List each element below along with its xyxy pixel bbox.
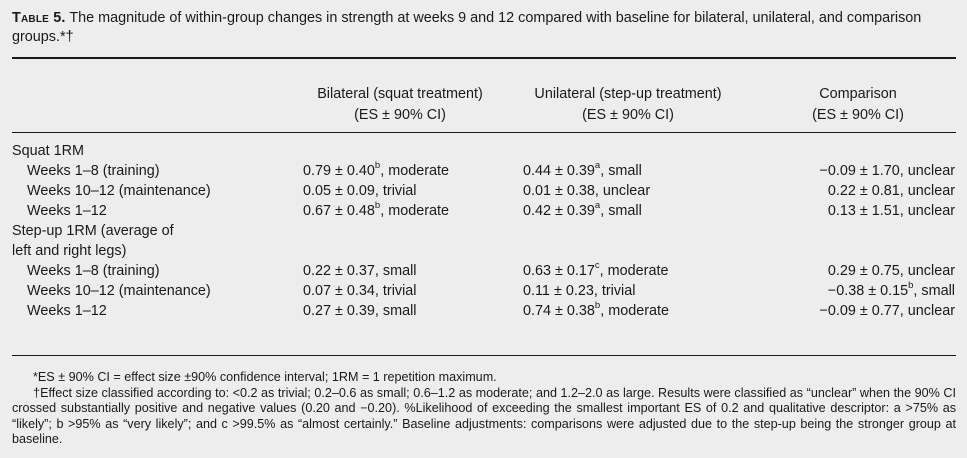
row-label: Weeks 1–8 (training) <box>27 163 160 179</box>
cell-descriptor: , moderate <box>599 263 669 279</box>
cell-value: 0.01 ± 0.38, unclear <box>523 183 651 199</box>
table-row: Weeks 10–12 (maintenance) 0.05 ± 0.09, tr… <box>0 181 967 201</box>
row-label: Weeks 10–12 (maintenance) <box>27 183 211 199</box>
table-row: Weeks 1–8 (training) 0.79 ± 0.40b, modera… <box>0 161 967 181</box>
cell-value: 0.67 ± 0.48 <box>303 203 375 219</box>
cell-value: −0.38 ± 0.15 <box>827 283 909 299</box>
cell-descriptor: , moderate <box>380 203 450 219</box>
cell-descriptor: , small <box>913 283 955 299</box>
cell-c2: 0.01 ± 0.38, unclear <box>523 181 650 201</box>
row-label: Weeks 1–8 (training) <box>27 263 160 279</box>
column-header-line: (ES ± 90% CI) <box>582 107 674 123</box>
cell-c3: −0.09 ± 0.77, unclear <box>819 301 955 321</box>
footnote-effect-size: †Effect size classified according to: <0… <box>12 385 956 447</box>
section-row: Step-up 1RM (average of <box>0 221 967 241</box>
column-header-bilateral: Bilateral (squat treatment) (ES ± 90% CI… <box>292 84 508 126</box>
cell-value: 0.22 ± 0.37, small <box>303 263 417 279</box>
cell-value: 0.42 ± 0.39 <box>523 203 595 219</box>
column-header-line: Comparison <box>819 86 897 102</box>
section-row: left and right legs) <box>0 241 967 261</box>
section-label: left and right legs) <box>12 243 127 259</box>
cell-value: 0.22 ± 0.81, unclear <box>827 183 955 199</box>
cell-value: 0.44 ± 0.39 <box>523 163 595 179</box>
table-row: Weeks 1–12 0.67 ± 0.48b, moderate 0.42 ± 0… <box>0 201 967 221</box>
column-header-line: Bilateral (squat treatment) <box>317 86 483 102</box>
section-label: Step-up 1RM (average of <box>12 223 174 239</box>
cell-value: 0.13 ± 1.51, unclear <box>827 203 955 219</box>
cell-descriptor: , small <box>600 163 642 179</box>
cell-c1: 0.22 ± 0.37, small <box>303 261 417 281</box>
bottom-rule <box>12 355 956 356</box>
cell-c1: 0.79 ± 0.40b, moderate <box>303 161 449 181</box>
table-row: Weeks 10–12 (maintenance) 0.07 ± 0.34, tr… <box>0 281 967 301</box>
cell-c3: 0.29 ± 0.75, unclear <box>828 261 955 281</box>
footnote-abbreviations: *ES ± 90% CI = effect size ±90% confiden… <box>33 370 497 384</box>
significance-superscript: b <box>594 300 601 312</box>
table-number: Table 5. <box>12 10 66 26</box>
header-rule <box>12 132 956 133</box>
table-footnotes: *ES ± 90% CI = effect size ±90% confiden… <box>12 370 956 448</box>
cell-value: 0.27 ± 0.39, small <box>303 303 417 319</box>
cell-value: −0.09 ± 0.77, unclear <box>819 303 955 319</box>
column-header-line: (ES ± 90% CI) <box>812 107 904 123</box>
cell-c2: 0.63 ± 0.17c, moderate <box>523 261 668 281</box>
column-header-line: Unilateral (step-up treatment) <box>534 86 722 102</box>
cell-c2: 0.44 ± 0.39a, small <box>523 161 642 181</box>
cell-c2: 0.11 ± 0.23, trivial <box>523 281 635 301</box>
cell-value: 0.05 ± 0.09, trivial <box>303 183 417 199</box>
cell-c3: −0.09 ± 1.70, unclear <box>819 161 955 181</box>
cell-descriptor: , moderate <box>600 303 670 319</box>
table-row: Weeks 1–12 0.27 ± 0.39, small 0.74 ± 0.38b… <box>0 301 967 321</box>
row-label: Weeks 1–12 <box>27 203 107 219</box>
cell-c3: −0.38 ± 0.15b, small <box>828 281 955 301</box>
top-rule <box>12 57 956 59</box>
cell-c1: 0.67 ± 0.48b, moderate <box>303 201 449 221</box>
cell-value: 0.11 ± 0.23, trivial <box>523 283 636 299</box>
significance-superscript: b <box>374 160 381 172</box>
significance-superscript: b <box>908 280 914 292</box>
cell-descriptor: , small <box>600 203 642 219</box>
column-header-line: (ES ± 90% CI) <box>354 107 446 123</box>
row-label: Weeks 10–12 (maintenance) <box>27 283 211 299</box>
column-header-unilateral: Unilateral (step-up treatment) (ES ± 90%… <box>512 84 744 126</box>
significance-superscript: a <box>594 200 601 212</box>
significance-superscript: a <box>594 160 601 172</box>
section-row: Squat 1RM <box>0 141 967 161</box>
row-label: Weeks 1–12 <box>27 303 107 319</box>
cell-c1: 0.27 ± 0.39, small <box>303 301 417 321</box>
cell-c2: 0.42 ± 0.39a, small <box>523 201 642 221</box>
cell-c2: 0.74 ± 0.38b, moderate <box>523 301 669 321</box>
significance-superscript: c <box>594 260 600 272</box>
table-row: Weeks 1–8 (training) 0.22 ± 0.37, small 0.… <box>0 261 967 281</box>
cell-value: 0.79 ± 0.40 <box>303 163 375 179</box>
cell-c1: 0.05 ± 0.09, trivial <box>303 181 417 201</box>
column-header-comparison: Comparison (ES ± 90% CI) <box>760 84 956 126</box>
section-label: Squat 1RM <box>12 143 84 159</box>
cell-value: 0.29 ± 0.75, unclear <box>827 263 955 279</box>
caption-text: The magnitude of within-group changes in… <box>12 10 922 45</box>
cell-value: −0.09 ± 1.70, unclear <box>819 163 955 179</box>
cell-value: 0.63 ± 0.17 <box>523 263 595 279</box>
cell-c3: 0.13 ± 1.51, unclear <box>828 201 955 221</box>
cell-c3: 0.22 ± 0.81, unclear <box>828 181 955 201</box>
significance-superscript: b <box>374 200 381 212</box>
cell-value: 0.74 ± 0.38 <box>523 303 595 319</box>
cell-value: 0.07 ± 0.34, trivial <box>303 283 417 299</box>
table-caption: Table 5. The magnitude of within-group c… <box>12 9 952 47</box>
cell-c1: 0.07 ± 0.34, trivial <box>303 281 417 301</box>
cell-descriptor: , moderate <box>380 163 450 179</box>
